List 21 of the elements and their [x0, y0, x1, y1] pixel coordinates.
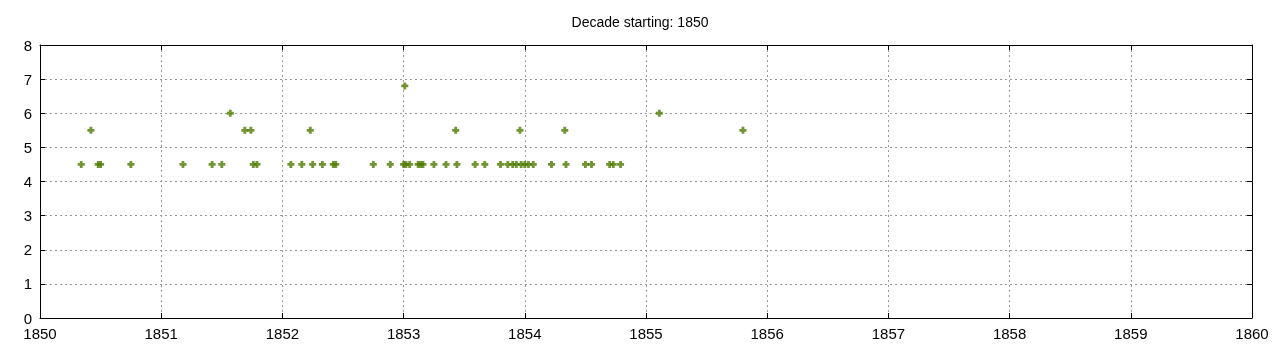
y-tick-label: 3 — [23, 207, 32, 225]
x-tick-label: 1850 — [23, 325, 57, 342]
x-tick-label: 1856 — [750, 325, 784, 342]
x-tick-label: 1860 — [1235, 325, 1269, 342]
x-tick-label: 1859 — [1114, 325, 1148, 342]
y-tick-label: 0 — [23, 309, 32, 327]
y-tick-label: 6 — [23, 104, 32, 122]
y-tick-label: 2 — [23, 241, 32, 259]
x-tick-label: 1855 — [629, 325, 663, 342]
y-tick-label: 8 — [23, 36, 32, 54]
x-tick-label: 1857 — [871, 325, 906, 342]
x-tick-label: 1852 — [265, 325, 300, 342]
x-tick-label: 1854 — [508, 325, 542, 342]
x-tick-label: 1853 — [386, 325, 421, 342]
y-tick-label: 7 — [23, 70, 32, 88]
x-tick-label: 1851 — [144, 325, 178, 342]
y-tick-label: 1 — [23, 275, 32, 293]
y-tick-label: 4 — [23, 173, 32, 190]
y-tick-label: 5 — [23, 138, 32, 156]
chart-title: Decade starting: 1850 — [571, 14, 709, 30]
x-tick-label: 1858 — [992, 325, 1027, 342]
